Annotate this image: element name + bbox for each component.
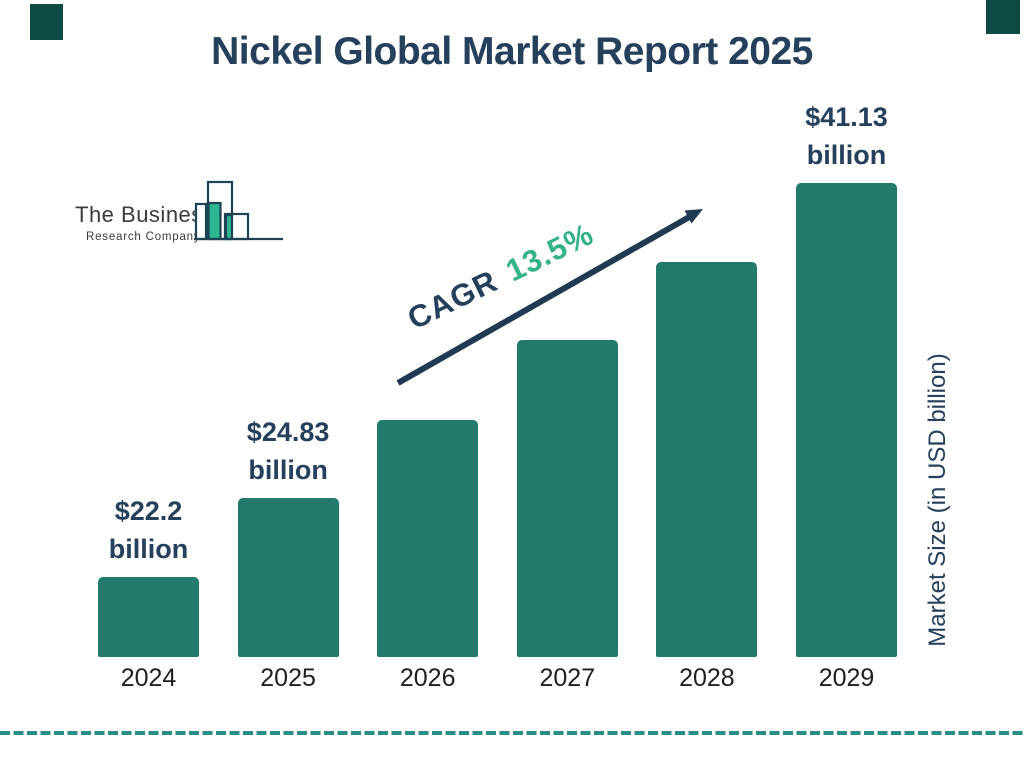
- bar-2024: [98, 577, 199, 657]
- x-tick-2027: 2027: [539, 664, 596, 692]
- x-tick-2024: 2024: [120, 664, 177, 692]
- bar-2028: [656, 262, 758, 657]
- value-label-2024: $22.2 billion: [108, 496, 189, 564]
- bar-column-2025: $24.83 billion 2025: [237, 413, 339, 692]
- bar-column-2024: $22.2 billion 2024: [98, 492, 199, 692]
- bottom-dashed-divider: [0, 731, 1024, 735]
- value-label-2029: $41.13 billion: [805, 102, 888, 170]
- cagr-value: 13.5%: [500, 216, 600, 289]
- corner-accent-top-left: [30, 4, 63, 40]
- y-axis-label: Market Size (in USD billion): [924, 353, 951, 647]
- bar-column-2026: 2026: [377, 420, 479, 692]
- logo-name-line2: Research Company: [86, 231, 201, 243]
- bar-column-2028: 2028: [656, 262, 758, 692]
- x-tick-2026: 2026: [399, 664, 456, 692]
- bar-2025: [237, 498, 339, 657]
- bar-2029: [796, 183, 897, 657]
- bar-column-2027: 2027: [516, 340, 618, 692]
- bar-2027: [516, 340, 618, 657]
- value-label-2025: $24.83 billion: [246, 417, 330, 485]
- bar-2026: [377, 420, 479, 657]
- x-tick-2029: 2029: [818, 664, 875, 692]
- bar-column-2029: $41.13 billion 2029: [796, 98, 897, 692]
- logo-name-line1: The Business: [75, 202, 215, 227]
- chart-title: Nickel Global Market Report 2025: [211, 30, 813, 73]
- x-tick-2028: 2028: [679, 664, 735, 692]
- cagr-label: CAGR: [402, 263, 504, 337]
- cagr-annotation: CAGR13.5%: [402, 216, 600, 337]
- logo-bars-icon: [194, 180, 283, 241]
- corner-accent-top-right: [986, 0, 1020, 34]
- x-tick-2025: 2025: [260, 664, 316, 692]
- company-logo: The Business Research Company: [70, 180, 290, 250]
